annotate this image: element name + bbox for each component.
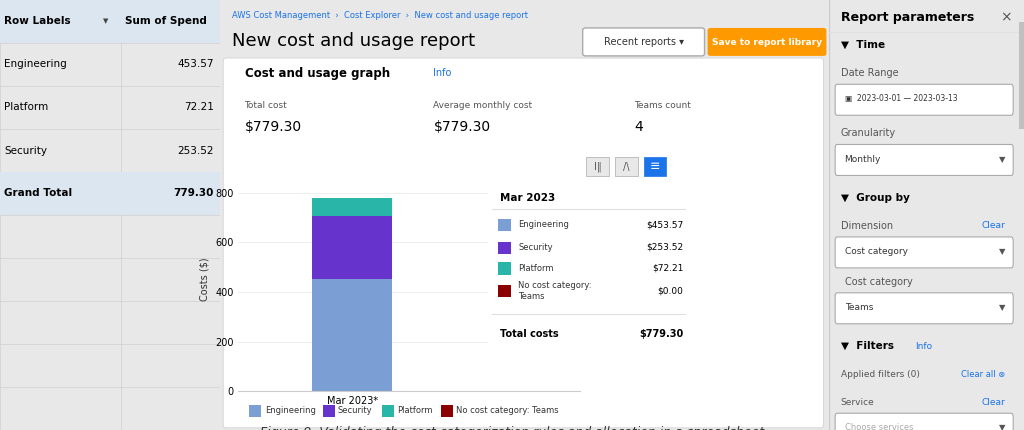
Text: Security: Security bbox=[338, 405, 373, 415]
Text: Grand Total: Grand Total bbox=[4, 188, 73, 199]
Text: ▣  2023-03-01 — 2023-03-13: ▣ 2023-03-01 — 2023-03-13 bbox=[845, 95, 957, 103]
Text: ×: × bbox=[999, 10, 1012, 24]
Bar bbox=[499, 285, 511, 298]
Text: Recent reports ▾: Recent reports ▾ bbox=[603, 37, 684, 47]
Text: Platform: Platform bbox=[397, 405, 433, 415]
Bar bbox=[0, 0, 220, 43]
FancyBboxPatch shape bbox=[836, 144, 1013, 175]
Text: /\: /\ bbox=[623, 162, 630, 172]
Text: 253.52: 253.52 bbox=[177, 145, 214, 156]
Text: Monthly: Monthly bbox=[845, 155, 881, 163]
Text: New cost and usage report: New cost and usage report bbox=[232, 32, 475, 50]
Text: 453.57: 453.57 bbox=[177, 59, 214, 70]
Bar bbox=[312, 215, 392, 279]
Text: $72.21: $72.21 bbox=[652, 264, 683, 273]
Text: ▼: ▼ bbox=[999, 247, 1006, 256]
Text: Cost category: Cost category bbox=[845, 247, 907, 256]
Text: ▼: ▼ bbox=[103, 18, 109, 25]
Text: 72.21: 72.21 bbox=[183, 102, 214, 113]
Text: Service: Service bbox=[841, 398, 874, 406]
FancyBboxPatch shape bbox=[486, 183, 691, 376]
Text: 4: 4 bbox=[635, 120, 643, 134]
Text: Info: Info bbox=[433, 68, 452, 78]
Text: Clear: Clear bbox=[982, 221, 1006, 230]
Text: Mar 2023: Mar 2023 bbox=[501, 193, 556, 203]
Text: No cost category:
Teams: No cost category: Teams bbox=[518, 281, 592, 301]
Bar bbox=[587, 157, 609, 176]
FancyBboxPatch shape bbox=[583, 28, 705, 56]
Bar bbox=[615, 157, 638, 176]
Text: Total cost: Total cost bbox=[245, 101, 288, 110]
Text: Average monthly cost: Average monthly cost bbox=[433, 101, 532, 110]
Text: Applied filters (0): Applied filters (0) bbox=[841, 370, 920, 378]
Text: Clear all ⊗: Clear all ⊗ bbox=[962, 370, 1006, 378]
Text: I‖: I‖ bbox=[594, 161, 602, 172]
Bar bbox=[441, 405, 453, 417]
Text: Cost and usage graph: Cost and usage graph bbox=[245, 67, 390, 80]
Text: Engineering: Engineering bbox=[4, 59, 68, 70]
Text: Info: Info bbox=[914, 342, 932, 350]
Text: Row Labels: Row Labels bbox=[4, 16, 71, 27]
Text: $779.30: $779.30 bbox=[245, 120, 302, 134]
Bar bbox=[499, 262, 511, 275]
Text: Save to report library: Save to report library bbox=[712, 38, 821, 46]
Text: ▼  Filters: ▼ Filters bbox=[841, 341, 894, 351]
Text: 779.30: 779.30 bbox=[173, 188, 214, 199]
Text: ▼: ▼ bbox=[999, 155, 1006, 163]
FancyBboxPatch shape bbox=[836, 84, 1013, 115]
Text: ▼  Group by: ▼ Group by bbox=[841, 193, 909, 203]
Text: Security: Security bbox=[518, 243, 553, 252]
Text: Clear: Clear bbox=[982, 398, 1006, 406]
Text: $253.52: $253.52 bbox=[646, 243, 683, 252]
Bar bbox=[323, 405, 335, 417]
Bar bbox=[0, 172, 220, 215]
Text: AWS Cost Management  ›  Cost Explorer  ›  New cost and usage report: AWS Cost Management › Cost Explorer › Ne… bbox=[232, 11, 528, 19]
Text: ▼: ▼ bbox=[999, 424, 1006, 430]
Text: ≡: ≡ bbox=[649, 160, 660, 173]
Text: ▼  Time: ▼ Time bbox=[841, 40, 885, 50]
Text: Date Range: Date Range bbox=[841, 68, 898, 78]
Bar bbox=[499, 219, 511, 231]
Text: Teams count: Teams count bbox=[635, 101, 691, 110]
FancyBboxPatch shape bbox=[708, 28, 826, 56]
FancyBboxPatch shape bbox=[836, 237, 1013, 268]
Text: $779.30: $779.30 bbox=[433, 120, 490, 134]
FancyBboxPatch shape bbox=[836, 413, 1013, 430]
Text: ▼: ▼ bbox=[999, 303, 1006, 312]
Text: Figure 9. Validating the cost categorization rules and allocation in a spreadshe: Figure 9. Validating the cost categoriza… bbox=[260, 426, 764, 430]
Bar bbox=[643, 157, 667, 176]
Text: Granularity: Granularity bbox=[841, 128, 896, 138]
Text: Engineering: Engineering bbox=[518, 220, 569, 229]
Bar bbox=[1019, 22, 1024, 129]
Text: Platform: Platform bbox=[518, 264, 554, 273]
Text: Teams: Teams bbox=[845, 303, 873, 312]
Bar bbox=[312, 279, 392, 391]
Text: Report parameters: Report parameters bbox=[841, 11, 974, 24]
Text: Total costs: Total costs bbox=[501, 329, 559, 339]
Text: Choose services: Choose services bbox=[845, 424, 913, 430]
Bar bbox=[382, 405, 394, 417]
Bar bbox=[499, 242, 511, 254]
Text: Engineering: Engineering bbox=[265, 405, 315, 415]
Text: $779.30: $779.30 bbox=[639, 329, 683, 339]
Text: Security: Security bbox=[4, 145, 47, 156]
Text: $0.00: $0.00 bbox=[657, 286, 683, 295]
FancyBboxPatch shape bbox=[223, 58, 823, 428]
Text: Platform: Platform bbox=[4, 102, 49, 113]
Bar bbox=[312, 198, 392, 215]
Text: Sum of Spend: Sum of Spend bbox=[126, 16, 208, 27]
Text: Cost category: Cost category bbox=[845, 276, 912, 287]
FancyBboxPatch shape bbox=[836, 293, 1013, 324]
Y-axis label: Costs ($): Costs ($) bbox=[200, 258, 210, 301]
Text: $453.57: $453.57 bbox=[646, 220, 683, 229]
Text: No cost category: Teams: No cost category: Teams bbox=[457, 405, 559, 415]
Text: Dimension: Dimension bbox=[841, 221, 893, 231]
Bar bbox=[250, 405, 261, 417]
